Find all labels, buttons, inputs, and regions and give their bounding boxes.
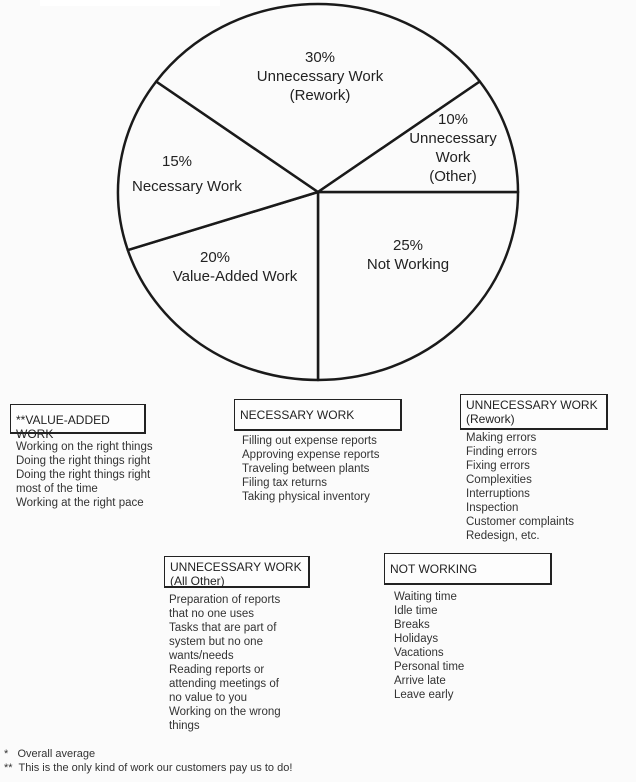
list-item: things [169,720,200,732]
list-item: Tasks that are part of [169,622,277,634]
list-item: Working on the wrong [169,706,281,718]
list-item: Taking physical inventory [242,491,370,503]
label-text: Value-Added Work [172,268,298,285]
list-other: Preparation of reports that no one uses … [169,593,281,733]
label-value-added: 20% Value-Added Work [150,248,320,286]
list-item: Breaks [394,619,430,631]
box-title: **VALUE-ADDED WORK [16,413,110,441]
list-item: Fixing errors [466,460,530,472]
label-text: Necessary Work [132,178,242,195]
box-title: NECESSARY WORK [240,408,355,422]
label-pct: 30% [304,49,336,66]
box-title: UNNECESSARY WORK [170,560,302,574]
pie-slice-not-working [316,190,520,382]
label-necessary: 15% Necessary Work [128,152,278,196]
scan-edge [40,0,220,6]
list-item: most of the time [16,483,98,495]
pie-slice-unnecessary-work-other [316,80,520,194]
list-item: Vacations [394,647,444,659]
list-value-added: Working on the right things Doing the ri… [16,440,153,510]
list-item: Customer complaints [466,516,575,528]
list-item: Reading reports or [169,664,265,676]
label-rework: 30% Unnecessary Work (Rework) [225,48,415,105]
box-not-working: NOT WORKING [384,553,552,585]
label-not-working: 25% Not Working [348,236,468,274]
list-item: Arrive late [394,675,446,687]
list-not-working: Waiting time Idle time Breaks Holidays V… [394,590,464,702]
label-text: Unnecessary [409,130,497,147]
pie-slice-necessary-work [116,80,320,252]
label-text: Unnecessary Work [256,68,384,85]
list-item: Working at the right pace [16,497,144,509]
list-item: Filing tax returns [242,477,328,489]
list-item: that no one uses [169,608,255,620]
list-rework: Making errors Finding errors Fixing erro… [466,431,574,543]
label-pct: 20% [199,249,231,266]
box-subtitle: (Rework) [466,412,515,426]
box-subtitle: (All Other) [170,574,225,588]
list-item: Personal time [394,661,465,673]
list-item: Approving expense reports [242,449,380,461]
box-rework: UNNECESSARY WORK (Rework) [460,394,608,430]
list-item: Idle time [394,605,438,617]
list-item: Redesign, etc. [466,530,540,542]
box-title: NOT WORKING [390,562,478,576]
pie-slice-value-added-work [126,190,320,382]
list-item: no value to you [169,692,248,704]
footnote-customers: ** This is the only kind of work our cus… [4,762,293,774]
box-value-added: **VALUE-ADDED WORK [10,404,146,441]
list-item: Interruptions [466,488,530,500]
pie-slice-unnecessary-work-rework [154,2,482,194]
list-item: Leave early [394,689,454,701]
list-item: wants/needs [169,650,234,662]
label-pct: 25% [392,237,424,254]
list-item: Preparation of reports [169,594,281,606]
footnote-overall-average: * Overall average [4,748,96,760]
list-necessary: Filling out expense reports Approving ex… [242,434,379,504]
label-text: (Rework) [289,87,351,104]
box-necessary: NECESSARY WORK [234,399,402,431]
list-item: Doing the right things right [16,469,151,481]
list-item: Making errors [466,432,537,444]
list-item: system but no one [169,636,263,648]
list-item: Filling out expense reports [242,435,377,447]
list-item: Inspection [466,502,519,514]
list-item: Complexities [466,474,532,486]
list-item: Finding errors [466,446,537,458]
label-text: Work [435,149,471,166]
list-item: attending meetings of [169,678,279,690]
box-other: UNNECESSARY WORK (All Other) [164,556,310,588]
label-text: (Other) [429,168,477,185]
list-item: Waiting time [394,591,457,603]
box-title: UNNECESSARY WORK [466,398,598,412]
list-item: Holidays [394,633,439,645]
list-item: Doing the right things right [16,455,151,467]
list-item: Working on the right things [16,441,153,453]
label-pct: 15% [162,153,193,170]
pie-chart [116,2,520,382]
label-other: 10% Unnecessary Work (Other) [393,110,513,186]
label-pct: 10% [437,111,469,128]
list-item: Traveling between plants [242,463,370,475]
label-text: Not Working [366,256,450,273]
